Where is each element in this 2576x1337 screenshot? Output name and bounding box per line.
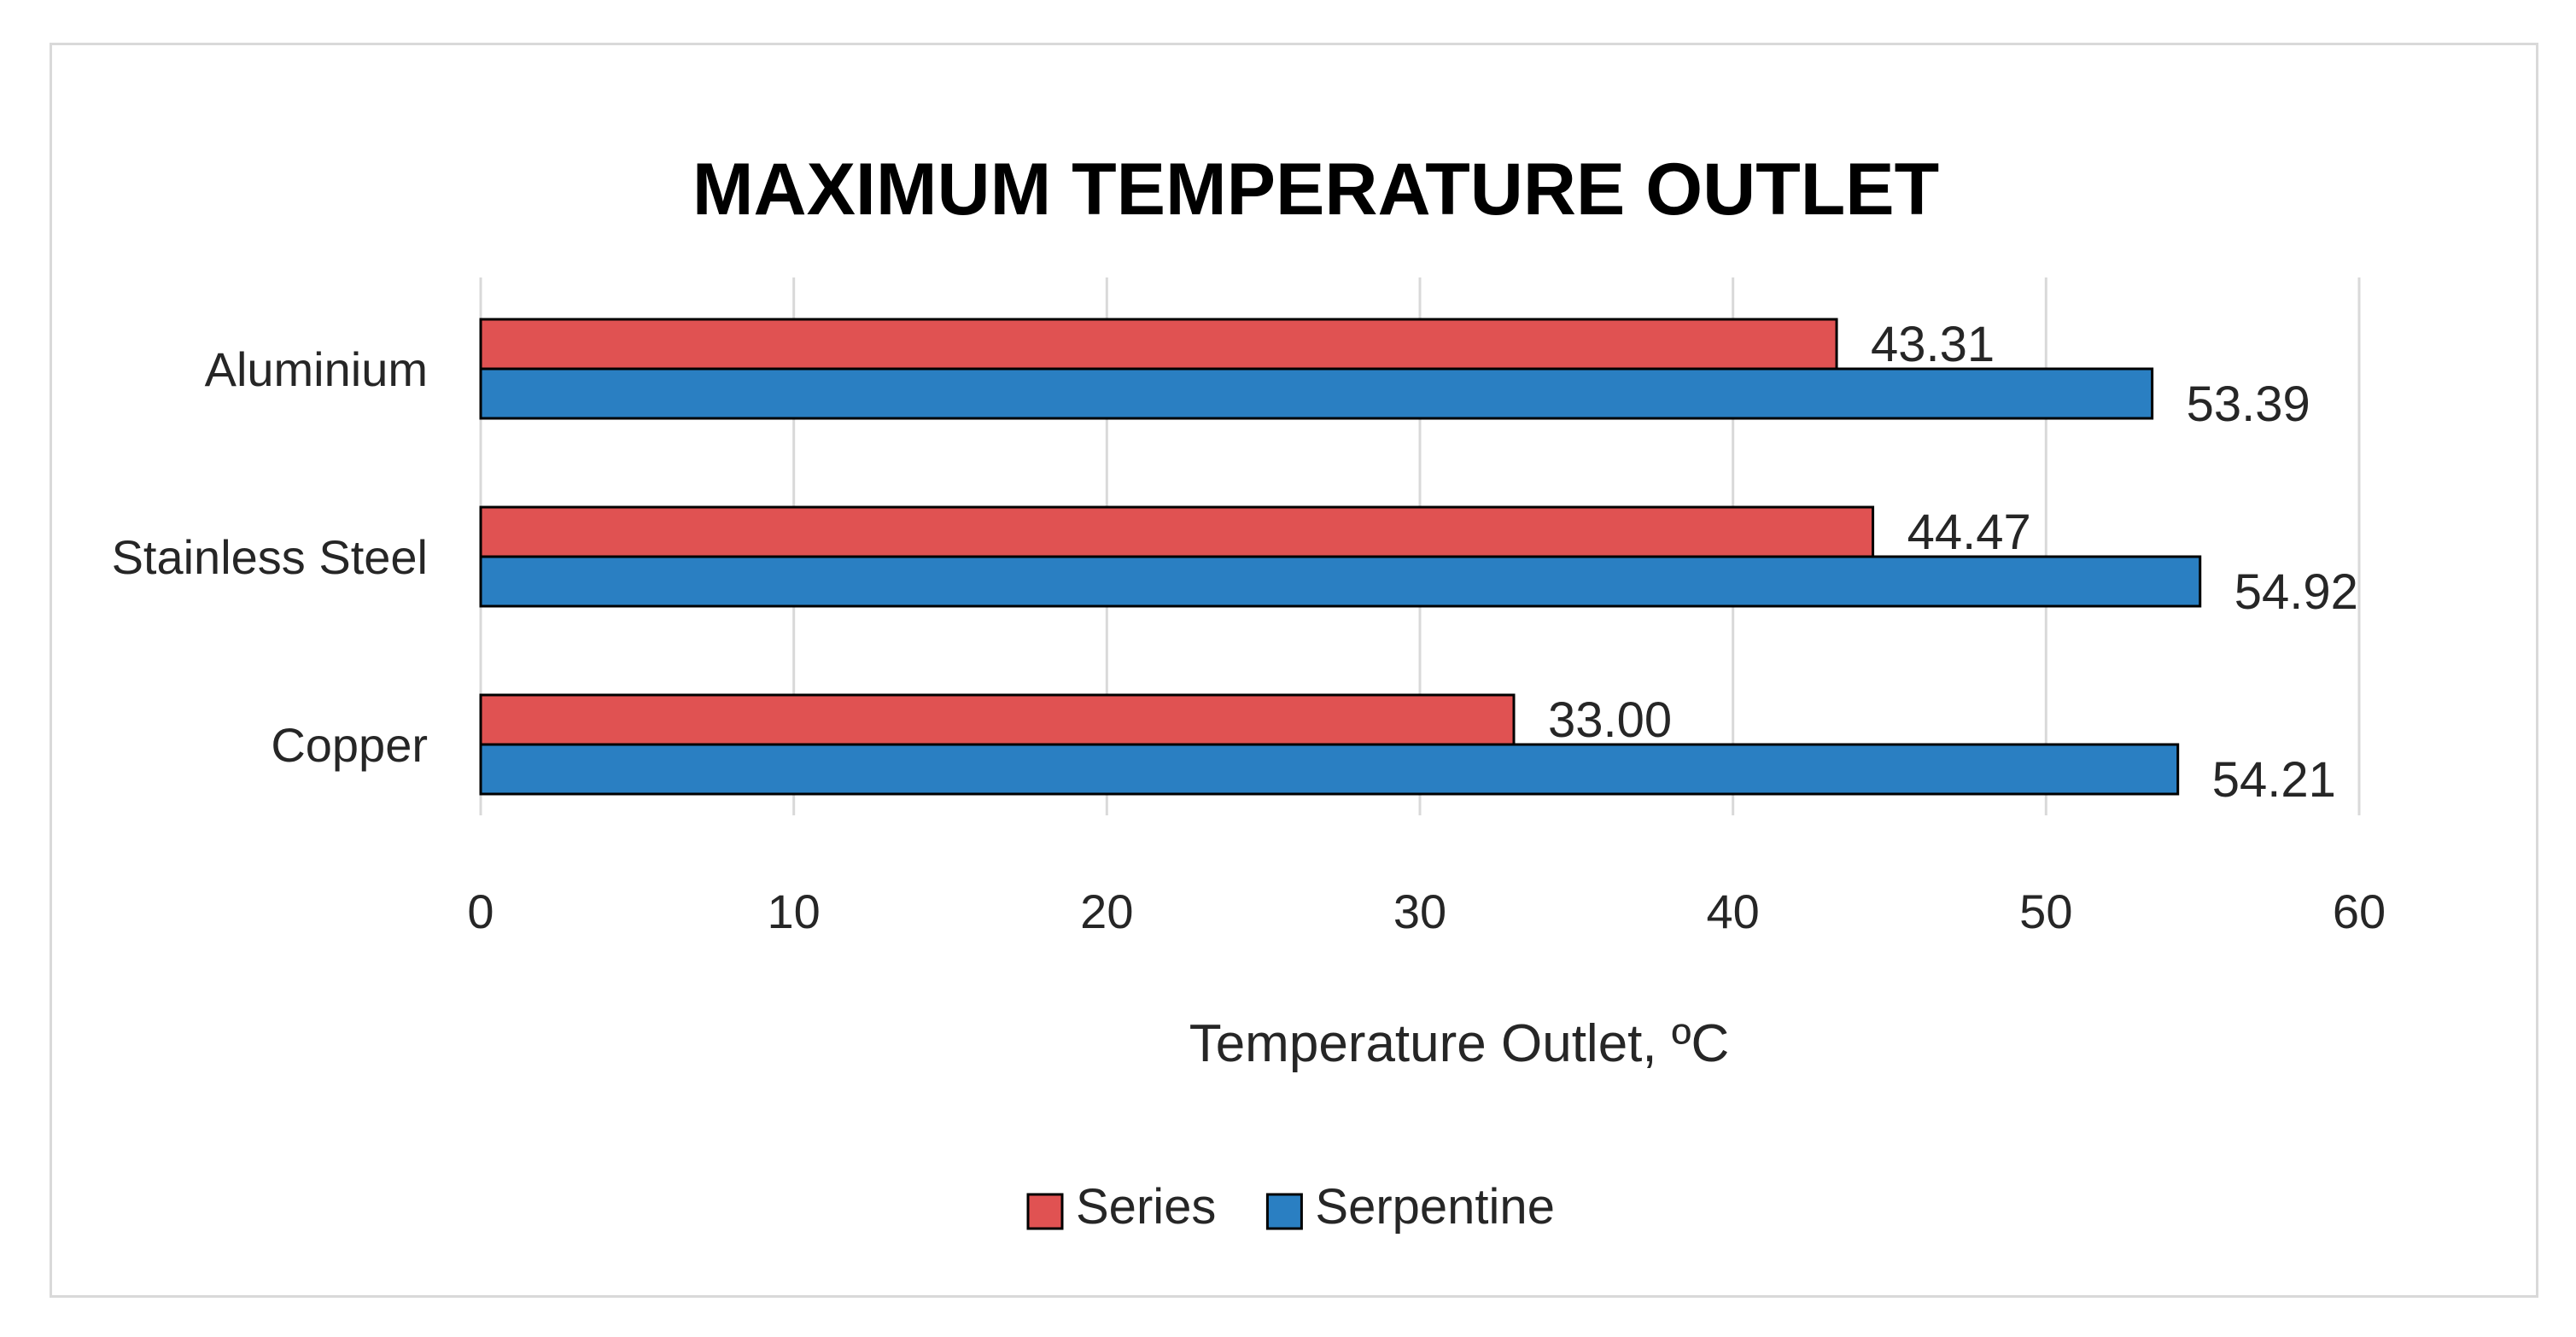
legend-label-serpentine: Serpentine	[1315, 1179, 1555, 1235]
category-label: Aluminium	[205, 342, 428, 396]
x-tick-label: 60	[2333, 885, 2386, 938]
bar-series-copper	[479, 693, 1516, 746]
bar-chart: MAXIMUM TEMPERATURE OUTLET 43.31 44.47 33.…	[112, 149, 2386, 1235]
axes: 0 10 20 30 40 50 60 Aluminium Stainless Steel Cop…	[112, 342, 2386, 938]
data-label: 33.00	[1548, 692, 1672, 748]
chart-frame: MAXIMUM TEMPERATURE OUTLET 43.31 44.47 33.…	[50, 43, 2538, 1298]
data-label: 53.39	[2187, 377, 2310, 432]
legend-swatch-series	[1026, 1193, 1064, 1230]
data-label: 44.47	[1907, 505, 2031, 560]
x-tick-label: 20	[1080, 885, 1133, 938]
data-label: 43.31	[1871, 317, 1995, 372]
category-label: Stainless Steel	[112, 530, 428, 584]
bar-series-aluminium	[479, 318, 1838, 371]
bars	[479, 318, 2202, 796]
x-tick-label: 10	[768, 885, 821, 938]
x-tick-label: 30	[1393, 885, 1446, 938]
category-label: Copper	[271, 718, 428, 772]
data-label: 54.21	[2212, 752, 2336, 808]
bar-serpentine-aluminium	[479, 367, 2154, 420]
x-tick-label: 40	[1707, 885, 1760, 938]
legend: Series Serpentine	[1026, 1179, 1555, 1235]
bar-serpentine-copper	[479, 743, 2180, 796]
chart-title: MAXIMUM TEMPERATURE OUTLET	[692, 149, 1939, 231]
legend-label-series: Series	[1076, 1179, 1216, 1235]
x-axis-title: Temperature Outlet, ºC	[1189, 1014, 1730, 1073]
x-tick-label: 50	[2019, 885, 2072, 938]
bar-serpentine-stainless-steel	[479, 555, 2202, 608]
x-tick-label: 0	[467, 885, 494, 938]
data-label: 54.92	[2234, 564, 2358, 620]
data-labels: 43.31 44.47 33.00 53.39 54.92 54.21	[1548, 317, 2358, 808]
bar-series-stainless-steel	[479, 505, 1875, 558]
legend-swatch-serpentine	[1265, 1193, 1303, 1230]
